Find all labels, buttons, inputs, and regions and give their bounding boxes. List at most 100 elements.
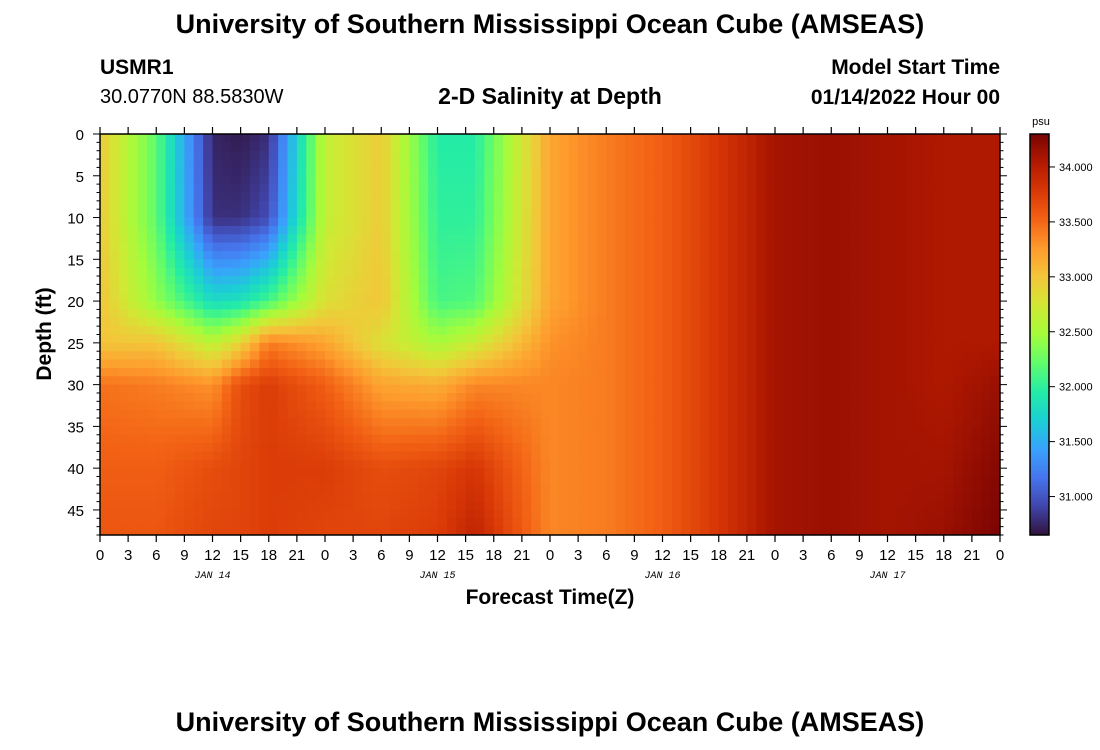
heatmap-cell <box>306 234 317 244</box>
heatmap-cell <box>775 384 785 394</box>
heatmap-cell <box>306 518 317 528</box>
heatmap-cell <box>268 443 279 453</box>
heatmap-cell <box>250 484 260 494</box>
heatmap-cell <box>953 225 964 235</box>
heatmap-cell <box>137 359 148 369</box>
heatmap-cell <box>868 326 879 336</box>
heatmap-cell <box>334 351 345 361</box>
heatmap-cell <box>203 209 214 219</box>
heatmap-cell <box>278 334 289 344</box>
heatmap-cell <box>643 259 654 269</box>
heatmap-cell <box>821 418 832 427</box>
heatmap-cell <box>981 184 992 194</box>
heatmap-cell <box>521 334 532 344</box>
heatmap-cell <box>371 409 382 419</box>
heatmap-cell <box>718 367 729 377</box>
heatmap-cell <box>381 351 392 361</box>
heatmap-cell <box>671 468 682 478</box>
heatmap-cell <box>334 209 345 219</box>
heatmap-cell <box>812 451 823 461</box>
heatmap-cell <box>287 184 298 194</box>
heatmap-cell <box>100 217 110 227</box>
heatmap-cell <box>568 284 579 294</box>
heatmap-cell <box>278 250 289 260</box>
heatmap-cell <box>212 409 223 419</box>
heatmap-cell <box>371 309 382 319</box>
heatmap-cell <box>531 250 542 260</box>
heatmap-cell <box>887 518 898 528</box>
heatmap-cell <box>718 250 729 260</box>
heatmap-cell <box>390 384 401 394</box>
heatmap-cell <box>278 501 289 511</box>
heatmap-cell <box>521 276 532 285</box>
heatmap-cell <box>531 259 542 269</box>
heatmap-cell <box>896 200 907 210</box>
heatmap-cell <box>259 376 270 386</box>
heatmap-cell <box>465 259 476 269</box>
heatmap-cell <box>512 200 523 210</box>
heatmap-cell <box>456 317 467 327</box>
heatmap-cell <box>934 451 945 461</box>
heatmap-cell <box>943 367 954 377</box>
heatmap-cell <box>184 493 195 503</box>
heatmap-cell <box>475 359 485 369</box>
heatmap-cell <box>671 167 682 177</box>
heatmap-cell <box>981 167 992 177</box>
heatmap-cell <box>559 359 570 369</box>
heatmap-cell <box>568 292 579 302</box>
heatmap-cell <box>578 150 589 160</box>
heatmap-cell <box>643 242 654 252</box>
heatmap-cell <box>325 484 335 494</box>
heatmap-cell <box>925 326 935 336</box>
heatmap-cell <box>521 317 532 327</box>
x-tick-label: 0 <box>546 547 554 564</box>
heatmap-cell <box>540 234 551 244</box>
heatmap-cell <box>287 468 298 478</box>
heatmap-cell <box>784 292 795 302</box>
heatmap-cell <box>165 501 176 511</box>
heatmap-cell <box>493 292 504 302</box>
heatmap-cell <box>156 418 167 427</box>
heatmap-cell <box>550 267 560 277</box>
heatmap-cell <box>325 326 335 336</box>
heatmap-cell <box>193 150 204 160</box>
heatmap-cell <box>962 476 973 486</box>
heatmap-cell <box>156 434 167 444</box>
heatmap-cell <box>475 443 485 453</box>
heatmap-cell <box>503 292 514 302</box>
heatmap-cell <box>400 225 410 235</box>
heatmap-cell <box>165 200 176 210</box>
heatmap-cell <box>353 367 364 377</box>
heatmap-cell <box>896 217 907 227</box>
heatmap-cell <box>775 142 785 152</box>
heatmap-cell <box>493 392 504 402</box>
heatmap-cell <box>156 509 167 519</box>
heatmap-cell <box>925 476 935 486</box>
heatmap-cell <box>615 250 626 260</box>
heatmap-cell <box>681 443 692 453</box>
heatmap-cell <box>981 426 992 436</box>
heatmap-cell <box>962 167 973 177</box>
heatmap-cell <box>831 284 842 294</box>
heatmap-cell <box>521 409 532 419</box>
heatmap-cell <box>343 209 354 219</box>
heatmap-cell <box>250 401 260 411</box>
heatmap-cell <box>193 326 204 336</box>
heatmap-cell <box>325 150 335 160</box>
heatmap-cell <box>709 426 720 436</box>
heatmap-cell <box>615 301 626 311</box>
heatmap-cell <box>493 276 504 285</box>
heatmap-cell <box>456 200 467 210</box>
heatmap-cell <box>953 518 964 528</box>
heatmap-cell <box>203 476 214 486</box>
heatmap-cell <box>465 317 476 327</box>
heatmap-cell <box>765 451 776 461</box>
heatmap-cell <box>868 192 879 202</box>
heatmap-cell <box>212 434 223 444</box>
heatmap-cell <box>625 384 635 394</box>
heatmap-cell <box>137 509 148 519</box>
heatmap-cell <box>559 234 570 244</box>
heatmap-cell <box>428 476 439 486</box>
heatmap-cell <box>615 392 626 402</box>
heatmap-cell <box>606 292 617 302</box>
